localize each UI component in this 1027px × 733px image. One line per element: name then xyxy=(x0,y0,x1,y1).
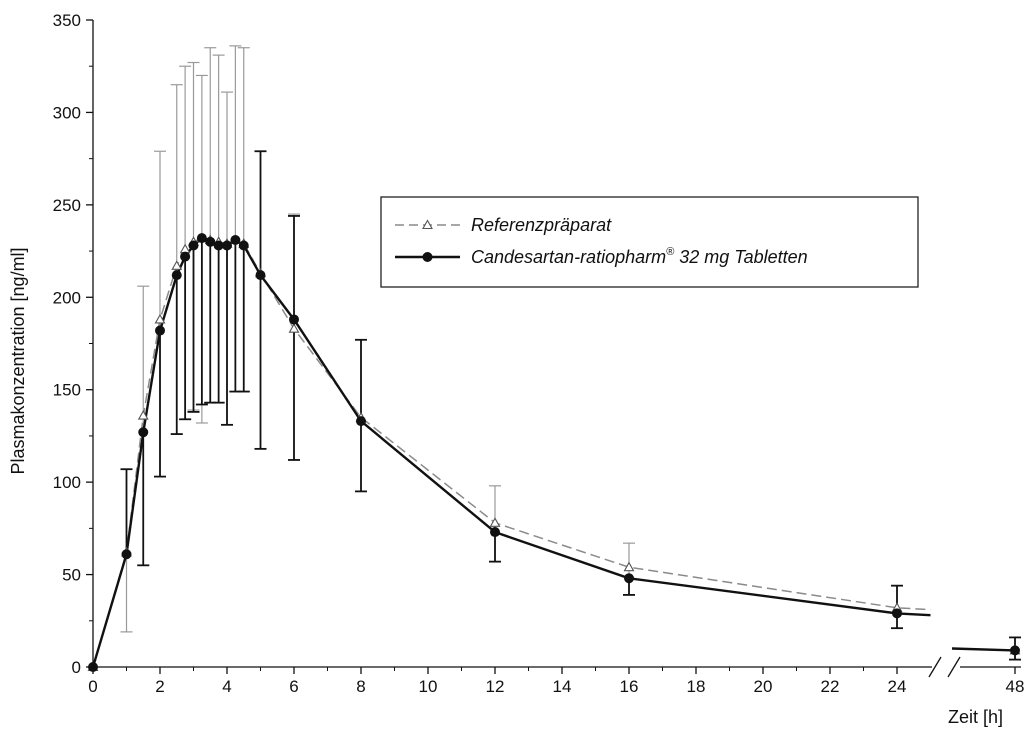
data-point-test xyxy=(1010,645,1020,656)
x-tick-label: 6 xyxy=(289,677,298,696)
data-point-test xyxy=(121,549,132,560)
x-tick-label: 2 xyxy=(155,677,164,696)
legend-test-label: Candesartan-ratiopharm® 32 mg Tabletten xyxy=(471,246,808,267)
series-markers-layer xyxy=(87,232,1021,672)
data-point-test xyxy=(155,325,165,336)
x-axis-title: Zeit [h] xyxy=(948,707,1003,727)
legend-ref-label: Referenzpräparat xyxy=(471,215,612,235)
y-tick-label: 150 xyxy=(53,381,81,400)
data-point-ref xyxy=(489,517,501,527)
data-point-ref xyxy=(179,243,191,254)
x-tick-label: 18 xyxy=(687,677,706,696)
data-point-ref xyxy=(623,561,635,572)
legend-ref-marker xyxy=(422,219,433,230)
data-point-ref xyxy=(171,260,183,270)
x-tick-label: 22 xyxy=(821,677,840,696)
series-line-test-after-break xyxy=(951,647,1016,652)
x-tick-label: 4 xyxy=(222,677,231,696)
data-point-test xyxy=(180,251,191,262)
error-bars-layer xyxy=(120,45,1021,661)
x-tick-label: 24 xyxy=(888,677,907,696)
y-tick-label: 50 xyxy=(62,566,81,585)
legend: Referenzpräparat Candesartan-ratiopharm®… xyxy=(380,196,919,288)
series-line-ref xyxy=(92,237,931,668)
data-point-ref xyxy=(154,313,166,324)
x-tick-label: 16 xyxy=(620,677,639,696)
data-point-test xyxy=(624,573,634,584)
data-point-test xyxy=(289,314,299,325)
y-tick-label: 0 xyxy=(72,658,81,677)
legend-test-registered-mark: ® xyxy=(666,246,675,258)
series-lines-layer xyxy=(91,236,1016,668)
y-tick-label: 350 xyxy=(53,11,81,30)
x-tick-label: 8 xyxy=(356,677,365,696)
x-axis-break-mark xyxy=(928,656,942,678)
y-tick-label: 100 xyxy=(53,473,81,492)
legend-test-name: Candesartan-ratiopharm xyxy=(471,247,666,267)
data-point-test xyxy=(230,234,241,245)
x-axis-break-mark xyxy=(947,656,961,678)
x-tick-label: 10 xyxy=(419,677,438,696)
data-point-ref xyxy=(288,323,300,333)
data-point-test xyxy=(222,240,232,251)
legend-test-suffix: 32 mg Tabletten xyxy=(674,247,807,267)
data-point-test xyxy=(255,270,266,281)
legend-test-marker xyxy=(422,252,433,262)
data-point-ref xyxy=(137,409,149,420)
x-tick-label: 20 xyxy=(754,677,773,696)
data-point-test xyxy=(213,240,224,251)
data-point-test xyxy=(892,608,902,619)
x-tick-label: 14 xyxy=(553,677,572,696)
y-axis-title: Plasmakonzentration [ng/ml] xyxy=(8,247,28,474)
x-tick-label: 12 xyxy=(486,677,505,696)
data-point-test xyxy=(188,240,199,251)
x-tick-label: 48 xyxy=(1006,677,1025,696)
legend-box xyxy=(380,196,919,288)
data-point-test xyxy=(196,233,207,244)
data-point-test xyxy=(490,527,500,538)
y-tick-label: 200 xyxy=(53,288,81,307)
x-tick-label: 0 xyxy=(88,677,97,696)
data-point-test xyxy=(238,240,249,251)
data-point-test xyxy=(138,427,149,438)
data-point-test xyxy=(205,236,216,247)
y-tick-label: 300 xyxy=(53,103,81,122)
data-point-test xyxy=(356,416,366,427)
y-tick-label: 250 xyxy=(53,196,81,215)
data-point-test xyxy=(171,270,182,281)
